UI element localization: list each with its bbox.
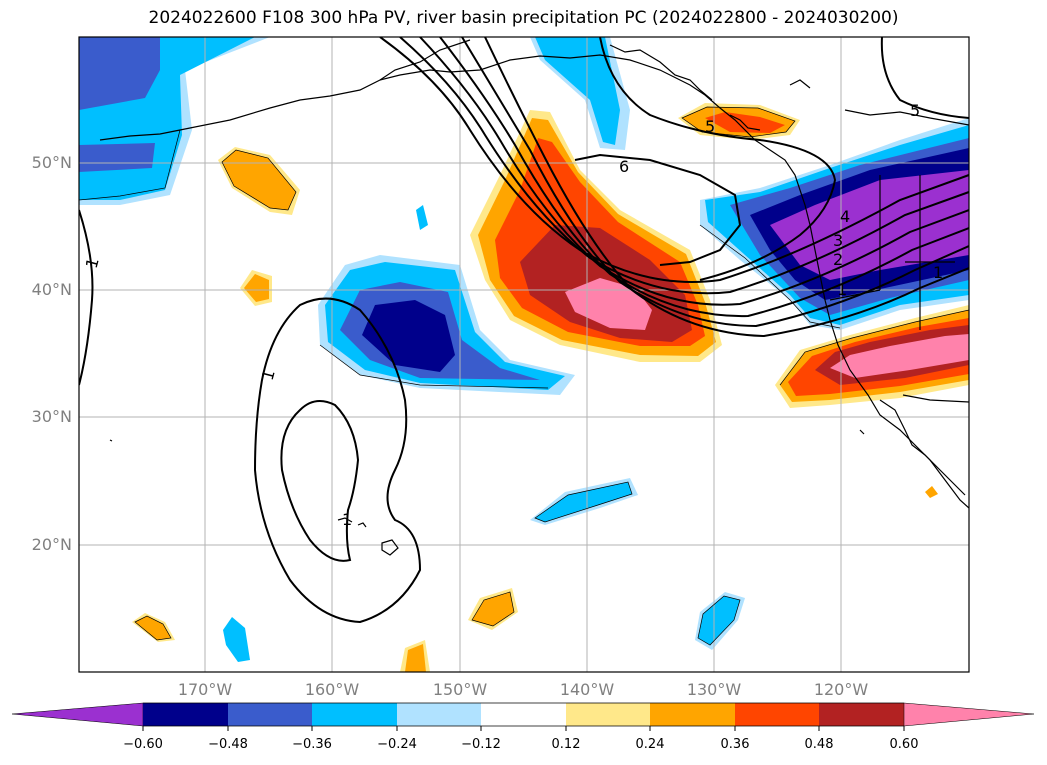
map-title: 2024022600 F108 300 hPa PV, river basin … (148, 8, 899, 28)
colorbar-tick-label: −0.24 (377, 737, 417, 752)
pv-contours (79, 37, 969, 624)
colorbar (11, 702, 1035, 731)
colorbar-segment (481, 703, 566, 726)
colorbar-segment (143, 703, 228, 726)
lon-label: 120°W (813, 680, 869, 699)
neg-region-nw-inner2 (79, 143, 155, 172)
lon-label: 140°W (559, 680, 615, 699)
contour-label: 5 (705, 117, 715, 136)
colorbar-tick-label: 0.24 (635, 737, 665, 752)
colorbar-segment (566, 703, 650, 726)
neg-region-nw-inner (79, 37, 160, 110)
contour-label: 5 (910, 101, 920, 120)
colorbar-tick-label: −0.48 (208, 737, 248, 752)
contour-label: 1 (837, 280, 847, 299)
neg-region-sw-small (535, 482, 632, 522)
colorbar-tick-label: 0.48 (804, 737, 834, 752)
map-frame (78, 36, 970, 673)
colorbar-segment (819, 703, 904, 726)
colorbar-segment (397, 703, 481, 726)
neg-region-west-us-core (770, 170, 969, 280)
colorbar-min-arrow (11, 702, 144, 727)
coastlines (99, 39, 969, 556)
lat-label: 30°N (31, 407, 72, 426)
contour-label: 1 (933, 263, 943, 282)
lon-label: 160°W (304, 680, 360, 699)
contour-labels: 6 5 5 4 3 2 1 1 1 1 1 (82, 101, 943, 529)
lat-label: 50°N (31, 153, 72, 172)
colorbar-segment (735, 703, 819, 726)
contour-label: 3 (833, 231, 843, 250)
lat-label: 40°N (31, 280, 72, 299)
map-grid (79, 37, 969, 672)
contour-label: 6 (619, 157, 629, 176)
contour-label: 1 (342, 510, 352, 529)
colorbar-segment (312, 703, 397, 726)
contour-label: 1 (258, 368, 279, 383)
lon-label: 150°W (432, 680, 488, 699)
colorbar-max-arrow (903, 702, 1035, 727)
colorbar-tick-label: 0.12 (551, 737, 581, 752)
lat-label: 20°N (31, 535, 72, 554)
colorbar-tick-label: −0.60 (123, 737, 163, 752)
colorbar-tick-label: −0.36 (292, 737, 332, 752)
colorbar-tick-label: 0.36 (720, 737, 750, 752)
colorbar-tick-label: −0.12 (461, 737, 501, 752)
contour-label: 4 (840, 207, 850, 226)
lon-label: 130°W (686, 680, 742, 699)
contour-label: 1 (82, 256, 103, 271)
colorbar-segment (228, 703, 312, 726)
precip-fill-layer (79, 37, 969, 672)
colorbar-tick-label: 0.60 (889, 737, 919, 752)
lon-label: 170°W (177, 680, 233, 699)
colorbar-segment (650, 703, 735, 726)
pos-region-small-nw (222, 150, 296, 210)
contour-label: 2 (833, 250, 843, 269)
